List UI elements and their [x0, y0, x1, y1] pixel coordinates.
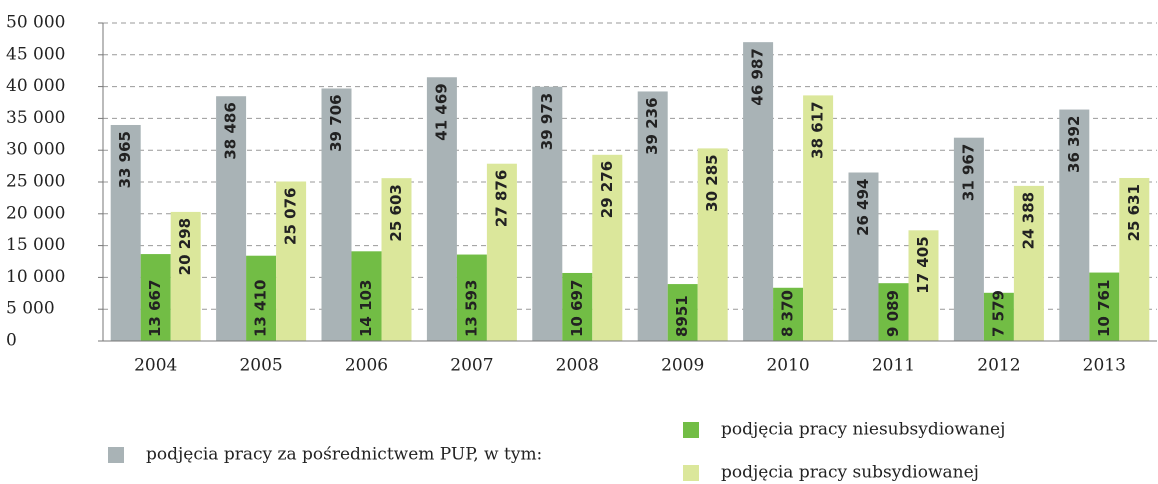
- data-label: 36 392: [1065, 116, 1083, 173]
- data-label: 38 486: [222, 102, 240, 159]
- bar: [878, 283, 909, 341]
- legend-label: podjęcia pracy za pośrednictwem PUP, w t…: [146, 445, 542, 465]
- x-tick-label: 2007: [450, 356, 493, 376]
- data-label: 31 967: [959, 144, 977, 201]
- x-tick-label: 2012: [977, 356, 1020, 376]
- bar: [1013, 185, 1044, 341]
- y-tick-label: 25 000: [6, 172, 65, 192]
- data-label: 10 761: [1095, 280, 1113, 337]
- y-tick-label: 30 000: [6, 140, 65, 160]
- bar: [908, 230, 939, 341]
- bar: [456, 254, 487, 341]
- bar: [170, 211, 201, 341]
- bar: [351, 251, 382, 341]
- bar: [1119, 177, 1150, 341]
- bar: [110, 124, 141, 341]
- y-tick-label: 10 000: [6, 267, 65, 287]
- data-label: 7 579: [989, 290, 1007, 337]
- y-tick-label: 15 000: [6, 235, 65, 255]
- data-label: 17 405: [914, 236, 932, 293]
- bar: [140, 254, 171, 341]
- legend-swatch: [683, 465, 699, 481]
- bar: [216, 96, 247, 342]
- y-tick-label: 45 000: [6, 44, 65, 64]
- x-tick-label: 2005: [239, 356, 282, 376]
- x-tick-label: 2008: [556, 356, 599, 376]
- data-label: 10 697: [568, 280, 586, 337]
- bar: [697, 148, 728, 341]
- bar: [246, 255, 277, 341]
- y-tick-label: 20 000: [6, 203, 65, 223]
- x-tick-label: 2004: [134, 356, 177, 376]
- bar: [667, 284, 698, 341]
- y-tick-label: 35 000: [6, 108, 65, 128]
- data-label: 9 089: [884, 290, 902, 337]
- bar: [486, 163, 517, 341]
- x-tick-label: 2009: [661, 356, 704, 376]
- data-label: 27 876: [492, 170, 510, 227]
- data-label: 38 617: [809, 101, 827, 158]
- data-label: 25 631: [1125, 184, 1143, 241]
- legend-label: podjęcia pracy niesubsydiowanej: [721, 420, 1005, 440]
- data-label: 20 298: [176, 218, 194, 275]
- x-tick-label: 2013: [1083, 356, 1126, 376]
- y-tick-label: 5 000: [6, 299, 55, 319]
- bar: [592, 154, 623, 341]
- data-label: 13 410: [252, 280, 270, 337]
- data-label: 41 469: [432, 83, 450, 140]
- data-label: 29 276: [598, 161, 616, 218]
- x-tick-label: 2010: [766, 356, 809, 376]
- data-label: 25 603: [387, 184, 405, 241]
- bar: [321, 88, 352, 341]
- data-label: 13 593: [462, 280, 480, 337]
- data-label: 14 103: [357, 280, 375, 337]
- data-label: 30 285: [703, 154, 721, 211]
- legend-label: podjęcia pracy subsydiowanej: [721, 463, 979, 483]
- data-label: 46 987: [749, 48, 767, 105]
- data-label: 39 706: [327, 94, 345, 151]
- bar: [562, 272, 593, 341]
- bar: [983, 292, 1014, 341]
- bar: [637, 91, 668, 341]
- bar: [773, 287, 804, 341]
- legend-swatch: [108, 447, 124, 463]
- x-tick-label: 2011: [872, 356, 915, 376]
- bar: [743, 42, 774, 341]
- data-label: 8 370: [779, 290, 797, 337]
- bar: [426, 77, 457, 342]
- bar: [953, 137, 984, 341]
- data-label: 13 667: [146, 280, 164, 337]
- bar: [803, 95, 834, 342]
- bar: [1059, 109, 1090, 342]
- data-label: 24 388: [1019, 192, 1037, 249]
- y-tick-label: 0: [6, 331, 17, 351]
- data-label: 39 236: [643, 97, 661, 154]
- bar: [276, 181, 307, 341]
- bar: [1089, 272, 1120, 341]
- data-label: 25 076: [282, 188, 300, 245]
- data-label: 39 973: [538, 93, 556, 150]
- data-label: 26 494: [854, 178, 872, 235]
- bar: [381, 178, 412, 341]
- legend-swatch: [683, 422, 699, 438]
- bar: [532, 86, 563, 341]
- y-tick-label: 40 000: [6, 76, 65, 96]
- bar: [848, 172, 879, 341]
- data-label: 33 965: [116, 131, 134, 188]
- x-tick-label: 2006: [345, 356, 388, 376]
- data-label: 8951: [673, 295, 691, 337]
- y-tick-label: 50 000: [6, 13, 65, 33]
